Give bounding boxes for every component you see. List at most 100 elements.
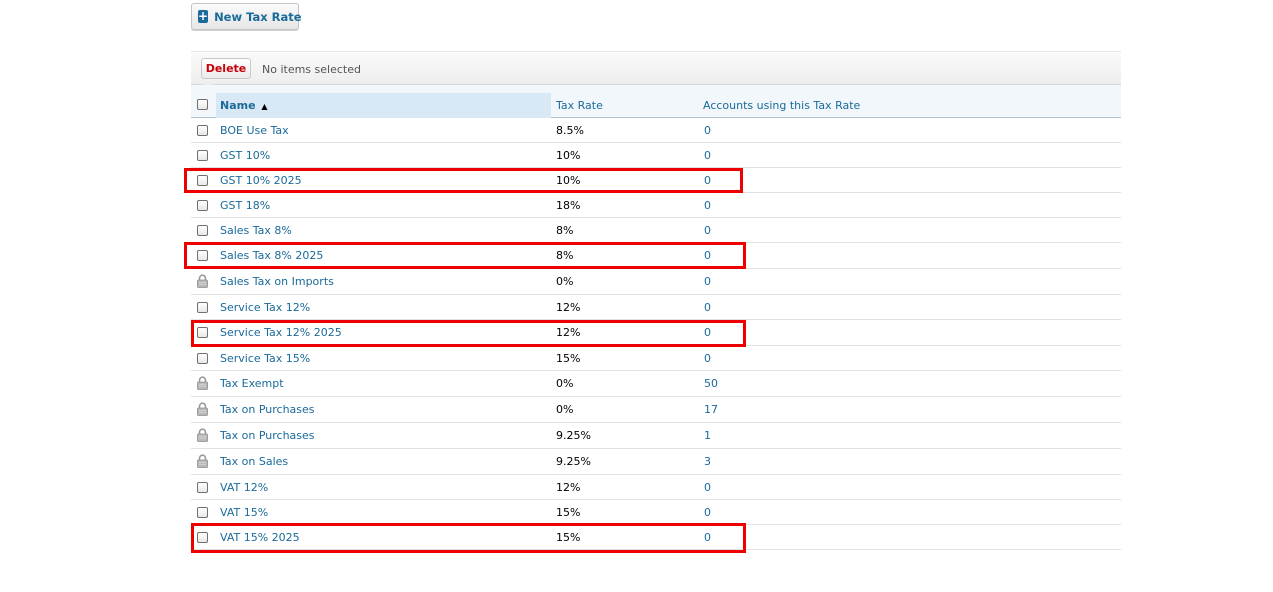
- accounts-count-link[interactable]: 50: [704, 377, 718, 390]
- select-all-checkbox[interactable]: [197, 99, 208, 110]
- lock-icon: [196, 402, 209, 416]
- tax-rate-name-link[interactable]: Service Tax 12% 2025: [220, 326, 342, 339]
- table-row[interactable]: Tax on Purchases 0% 17: [191, 397, 1121, 423]
- tax-rate-name-link[interactable]: Tax on Sales: [220, 455, 289, 468]
- tax-rate-name-link[interactable]: Tax Exempt: [220, 377, 284, 390]
- tax-rate-value: 15%: [556, 506, 581, 519]
- table-row[interactable]: VAT 15% 2025 15% 0: [191, 525, 1121, 550]
- sort-ascending-icon: ▲: [261, 102, 268, 111]
- tax-rate-value: 12%: [556, 326, 581, 339]
- table-toolbar: Delete No items selected: [191, 51, 1121, 89]
- row-checkbox[interactable]: [197, 302, 208, 313]
- table-row[interactable]: BOE Use Tax 8.5% 0: [191, 118, 1121, 143]
- lock-icon: [196, 376, 209, 390]
- table-row[interactable]: Service Tax 12% 2025 12% 0: [191, 320, 1121, 346]
- tax-rate-name-link[interactable]: GST 18%: [220, 199, 271, 212]
- tax-rate-name-link[interactable]: GST 10% 2025: [220, 174, 302, 187]
- table-row[interactable]: Tax on Sales 9.25% 3: [191, 449, 1121, 475]
- accounts-count-link[interactable]: 0: [704, 301, 711, 314]
- row-checkbox[interactable]: [197, 150, 208, 161]
- selection-status: No items selected: [262, 63, 361, 76]
- accounts-count-link[interactable]: 0: [704, 224, 711, 237]
- accounts-count-link[interactable]: 0: [704, 352, 711, 365]
- tax-rate-name-link[interactable]: VAT 15% 2025: [220, 531, 300, 544]
- tax-rate-value: 10%: [556, 149, 581, 162]
- table-row[interactable]: Tax on Purchases 9.25% 1: [191, 423, 1121, 449]
- accounts-count-link[interactable]: 0: [704, 275, 711, 288]
- tax-rate-value: 15%: [556, 531, 581, 544]
- tax-rate-value: 9.25%: [556, 455, 591, 468]
- row-checkbox[interactable]: [197, 353, 208, 364]
- table-row[interactable]: Tax Exempt 0% 50: [191, 371, 1121, 397]
- accounts-count-link[interactable]: 1: [704, 429, 711, 442]
- column-header-tax-rate[interactable]: Tax Rate: [556, 99, 603, 112]
- table-row[interactable]: VAT 12% 12% 0: [191, 475, 1121, 500]
- table-row[interactable]: Sales Tax 8% 2025 8% 0: [191, 243, 1121, 269]
- table-row[interactable]: GST 18% 18% 0: [191, 193, 1121, 218]
- table-row[interactable]: Sales Tax on Imports 0% 0: [191, 269, 1121, 295]
- tax-rate-name-link[interactable]: Service Tax 15%: [220, 352, 311, 365]
- tax-rate-value: 12%: [556, 301, 581, 314]
- lock-icon: [196, 428, 209, 442]
- tax-rate-name-link[interactable]: VAT 15%: [220, 506, 269, 519]
- tax-rate-value: 8.5%: [556, 124, 584, 137]
- tax-rate-name-link[interactable]: Tax on Purchases: [220, 403, 315, 416]
- row-checkbox[interactable]: [197, 225, 208, 236]
- tax-rate-value: 15%: [556, 352, 581, 365]
- row-checkbox[interactable]: [197, 507, 208, 518]
- tax-rate-value: 12%: [556, 481, 581, 494]
- tax-rate-name-link[interactable]: Service Tax 12%: [220, 301, 311, 314]
- new-tax-rate-button[interactable]: + New Tax Rate: [191, 3, 302, 30]
- row-checkbox[interactable]: [197, 327, 208, 338]
- tax-rate-value: 8%: [556, 224, 574, 237]
- accounts-count-link[interactable]: 0: [704, 326, 711, 339]
- table-row[interactable]: Sales Tax 8% 8% 0: [191, 218, 1121, 243]
- tax-rate-value: 9.25%: [556, 429, 591, 442]
- delete-button[interactable]: Delete: [201, 58, 251, 79]
- table-row[interactable]: Service Tax 15% 15% 0: [191, 346, 1121, 371]
- accounts-count-link[interactable]: 0: [704, 174, 711, 187]
- row-checkbox[interactable]: [197, 175, 208, 186]
- tax-rate-value: 0%: [556, 403, 574, 416]
- sorted-column-highlight: [216, 93, 551, 118]
- column-header-name[interactable]: Name ▲: [220, 99, 268, 112]
- tax-rate-name-link[interactable]: Sales Tax 8%: [220, 224, 292, 237]
- tax-rate-value: 10%: [556, 174, 581, 187]
- tax-rate-value: 18%: [556, 199, 581, 212]
- accounts-count-link[interactable]: 0: [704, 149, 711, 162]
- column-header-name-label: Name: [220, 99, 256, 112]
- accounts-count-link[interactable]: 17: [704, 403, 718, 416]
- tax-rate-name-link[interactable]: BOE Use Tax: [220, 124, 289, 137]
- accounts-count-link[interactable]: 3: [704, 455, 711, 468]
- table-row[interactable]: VAT 15% 15% 0: [191, 500, 1121, 525]
- table-row[interactable]: GST 10% 10% 0: [191, 143, 1121, 168]
- lock-icon: [196, 274, 209, 288]
- accounts-count-link[interactable]: 0: [704, 531, 711, 544]
- accounts-count-link[interactable]: 0: [704, 249, 711, 262]
- table-row[interactable]: GST 10% 2025 10% 0: [191, 168, 1121, 193]
- table-header: Name ▲ Tax Rate Accounts using this Tax …: [191, 85, 1121, 118]
- tax-rate-value: 0%: [556, 275, 574, 288]
- column-header-accounts[interactable]: Accounts using this Tax Rate: [703, 99, 861, 112]
- tax-rate-name-link[interactable]: Tax on Purchases: [220, 429, 315, 442]
- tax-rate-name-link[interactable]: GST 10%: [220, 149, 271, 162]
- tax-rate-name-link[interactable]: Sales Tax 8% 2025: [220, 249, 324, 262]
- new-tax-rate-label: New Tax Rate: [214, 9, 302, 24]
- accounts-count-link[interactable]: 0: [704, 506, 711, 519]
- accounts-count-link[interactable]: 0: [704, 481, 711, 494]
- tax-rate-name-link[interactable]: VAT 12%: [220, 481, 269, 494]
- row-checkbox[interactable]: [197, 200, 208, 211]
- plus-icon: +: [198, 9, 209, 23]
- tax-rate-value: 8%: [556, 249, 574, 262]
- tax-rate-value: 0%: [556, 377, 574, 390]
- row-checkbox[interactable]: [197, 125, 208, 136]
- tax-rate-name-link[interactable]: Sales Tax on Imports: [220, 275, 334, 288]
- accounts-count-link[interactable]: 0: [704, 199, 711, 212]
- table-row[interactable]: Service Tax 12% 12% 0: [191, 295, 1121, 320]
- row-checkbox[interactable]: [197, 532, 208, 543]
- row-checkbox[interactable]: [197, 250, 208, 261]
- lock-icon: [196, 454, 209, 468]
- accounts-count-link[interactable]: 0: [704, 124, 711, 137]
- row-checkbox[interactable]: [197, 482, 208, 493]
